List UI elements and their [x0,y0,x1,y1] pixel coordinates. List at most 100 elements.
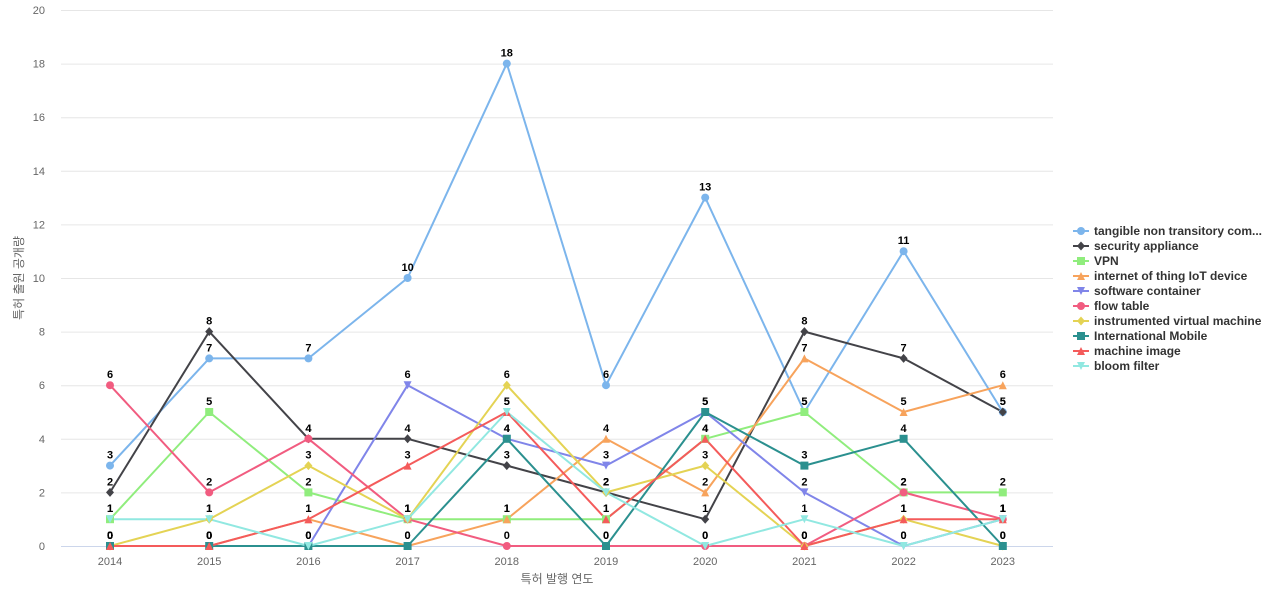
data-label: 6 [504,369,510,381]
data-point [304,488,313,497]
data-point [106,461,114,470]
data-label: 1 [901,503,907,515]
legend-label: software container [1094,284,1201,298]
series-markers [106,59,1007,551]
data-label: 1 [107,503,113,515]
y-tick-label: 18 [33,59,45,71]
data-point [899,515,908,524]
legend-label: International Mobile [1094,329,1208,343]
data-label: 1 [603,503,609,515]
data-label: 1 [504,503,510,515]
data-point [106,381,114,390]
data-label: 1 [1000,503,1006,515]
data-point [403,274,412,282]
legend-item[interactable]: machine image [1073,344,1181,358]
data-label: 2 [603,476,609,488]
data-label: 3 [305,450,311,462]
data-point [502,434,511,443]
data-label: 1 [206,503,212,515]
data-point [304,434,313,443]
legend-label: security appliance [1094,239,1199,253]
legend-item[interactable]: tangible non transitory com... [1073,224,1262,238]
data-label: 2 [206,476,212,488]
legend-item[interactable]: software container [1073,284,1201,298]
data-label: 13 [699,182,711,194]
legend-marker [1077,257,1085,265]
y-axis-ticks: 0 2 4 6 8 10 12 14 16 18 20 [33,5,45,553]
data-label: 1 [405,503,411,515]
y-axis-title: 특허 출원 공개량 [12,236,26,320]
data-label: 0 [206,530,212,542]
legend-item[interactable]: VPN [1073,254,1119,268]
legend-marker [1077,227,1085,235]
data-point [304,515,313,524]
data-point [998,381,1007,390]
legend-item[interactable]: security appliance [1073,239,1199,253]
legend-item[interactable]: instrumented virtual machine [1073,314,1262,328]
data-label: 0 [305,530,311,542]
data-label: 0 [305,530,311,542]
y-tick-label: 14 [33,166,45,178]
y-tick-label: 6 [39,380,45,392]
data-label: 1 [405,503,411,515]
data-label: 0 [702,530,708,542]
data-label: 8 [801,316,807,328]
data-label: 1 [702,503,708,515]
legend-item[interactable]: flow table [1073,299,1150,313]
data-point [304,542,313,550]
data-point [701,488,710,497]
y-tick-label: 20 [33,5,45,17]
data-label: 5 [206,396,212,408]
data-label: 6 [603,369,609,381]
data-point [602,461,610,470]
data-label: 2 [801,476,807,488]
data-label: 1 [801,503,807,515]
data-point [205,488,214,497]
series-line [110,411,1004,547]
legend-label: internet of thing IoT device [1094,269,1248,283]
data-label: 3 [107,450,113,462]
data-point [800,488,809,497]
data-label: 6 [107,369,113,381]
data-label: 0 [801,530,807,542]
data-point [701,193,710,202]
data-point [998,515,1007,524]
data-label: 6 [405,369,411,381]
data-label: 2 [603,476,609,488]
legend: tangible non transitory com...security a… [1073,224,1262,373]
data-point [602,542,610,550]
data-point [899,488,908,497]
data-point [602,434,610,443]
data-point [403,542,412,550]
data-point [800,515,809,524]
legend-item[interactable]: bloom filter [1073,359,1160,373]
data-label: 7 [901,342,907,354]
data-label: 3 [504,450,510,462]
data-point [998,542,1007,550]
legend-marker [1077,332,1085,340]
legend-item[interactable]: internet of thing IoT device [1073,269,1248,283]
data-point [602,488,610,497]
data-point [899,353,908,363]
data-label: 10 [401,262,413,274]
data-label: 6 [1000,369,1006,381]
data-label: 2 [107,476,113,488]
y-tick-label: 8 [39,327,45,339]
data-label: 5 [1000,396,1006,408]
data-point [205,327,214,337]
data-label: 0 [603,530,609,542]
y-tick-label: 12 [33,219,45,231]
data-label: 0 [603,530,609,542]
legend-label: machine image [1094,344,1181,358]
data-point [800,327,809,337]
data-point [602,381,610,390]
data-point [899,542,908,550]
data-point [701,461,710,471]
data-point [205,408,214,416]
data-point [602,515,610,524]
data-label: 0 [405,530,411,542]
data-point [701,542,710,550]
data-label: 1 [305,503,311,515]
legend-label: bloom filter [1094,359,1160,373]
legend-item[interactable]: International Mobile [1073,329,1208,343]
